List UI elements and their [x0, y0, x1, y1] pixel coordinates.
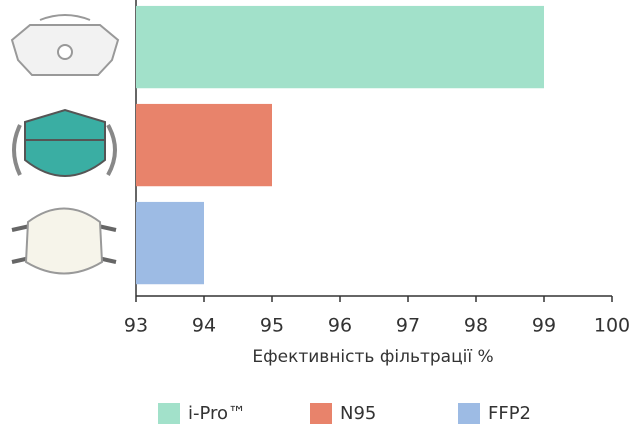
- x-tick-label: 95: [260, 315, 284, 337]
- x-tick-label: 94: [192, 315, 216, 337]
- x-tick-label: 93: [124, 315, 148, 337]
- legend-swatch: [158, 403, 180, 424]
- bar: [136, 202, 204, 284]
- mask-icon-ffp2: [12, 209, 116, 274]
- legend-swatch: [458, 403, 480, 424]
- legend-label: FFP2: [488, 403, 531, 424]
- legend-label: i-Pro™: [188, 403, 246, 424]
- bar: [136, 104, 272, 186]
- legend-swatch: [310, 403, 332, 424]
- x-tick-label: 98: [464, 315, 488, 337]
- chart: 93 94 95 96 97 98 99 100 Ефективність фільтрації…: [0, 0, 634, 429]
- x-axis-title: Ефективність фільтрації %: [252, 347, 493, 367]
- mask-icon-ipro: [12, 15, 118, 75]
- x-tick-label: 97: [396, 315, 420, 337]
- mask-icon-n95: [14, 110, 115, 176]
- x-tick-label: 96: [328, 315, 352, 337]
- legend-label: N95: [340, 403, 376, 424]
- bar: [136, 6, 544, 88]
- x-tick-label: 99: [532, 315, 556, 337]
- x-tick-label: 100: [594, 315, 630, 337]
